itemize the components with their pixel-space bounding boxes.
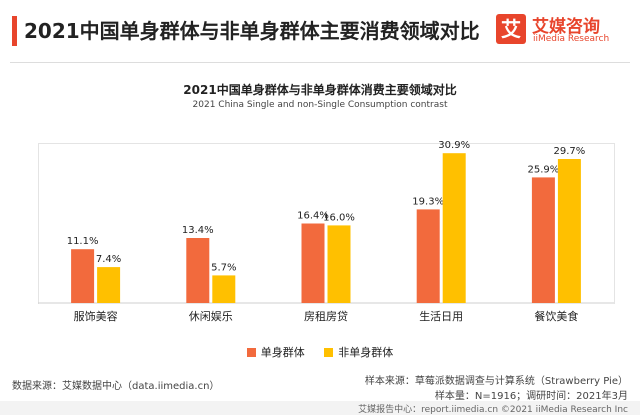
plot-frame <box>38 143 615 304</box>
bar-single-3 <box>416 209 440 303</box>
bar-single-0 <box>71 249 95 303</box>
page-footer: 艾媒报告中心：report.iimedia.cn ©2021 iiMedia R… <box>0 401 640 415</box>
data-label-single-3: 19.3% <box>412 196 444 207</box>
legend-label-single: 单身群体 <box>260 346 305 359</box>
category-label-4: 餐饮美食 <box>534 309 578 323</box>
data-label-single-0: 11.1% <box>67 236 99 247</box>
bar-non-single-1 <box>212 275 236 303</box>
brand-name-cn: 艾媒咨询 <box>532 17 600 37</box>
page-title: 2021中国单身群体与非单身群体主要消费领域对比 <box>24 19 480 43</box>
legend-swatch-non-single <box>324 348 334 357</box>
footer-credit: 艾媒报告中心：report.iimedia.cn ©2021 iiMedia R… <box>358 405 628 415</box>
category-label-0: 服饰美容 <box>74 309 118 323</box>
data-label-non-single-4: 29.7% <box>554 146 586 157</box>
category-label-3: 生活日用 <box>419 309 463 323</box>
bar-chart: 11.1% 7.4% 服饰美容 13.4% 5.7% 休闲娱乐 16.4%16.0% 房租房贷… <box>38 140 614 323</box>
category-label-1: 休闲娱乐 <box>189 309 233 323</box>
category-label-2: 房租房贷 <box>304 309 348 323</box>
bar-non-single-0 <box>97 267 121 303</box>
brand-block: 艾 艾媒咨询 iiMedia Research <box>496 10 626 50</box>
legend-label-non-single: 非单身群体 <box>338 346 394 359</box>
brand-name-en: iiMedia Research <box>533 34 610 44</box>
data-source: 数据来源：艾媒数据中心（data.iimedia.cn） <box>12 381 220 392</box>
bar-non-single-2 <box>327 225 351 303</box>
data-label-non-single-0: 7.4% <box>96 254 121 265</box>
legend-swatch-single <box>246 348 256 357</box>
legend-item-non-single: 非单身群体 <box>324 344 393 360</box>
chart-legend: 单身群体 非单身群体 <box>0 344 640 360</box>
bar-single-1 <box>186 238 210 303</box>
legend-item-single: 单身群体 <box>246 344 305 360</box>
data-label-single-2: 16.4% <box>297 211 329 222</box>
sample-source: 样本来源：草莓派数据调查与计算系统（Strawberry Pie） <box>364 376 628 387</box>
data-label-non-single-1: 5.7% <box>211 262 236 273</box>
header-divider <box>10 62 630 63</box>
brand-logo-icon: 艾 <box>496 14 526 44</box>
data-label-non-single-3: 30.9% <box>438 140 470 151</box>
sample-size: 样本量：N=1916；调研时间：2021年3月 <box>434 391 628 402</box>
bar-non-single-4 <box>557 159 581 303</box>
chart-title: 2021中国单身群体与非单身群体消费主要领域对比 <box>183 83 457 97</box>
chart-subtitle: 2021 China Single and non-Single Consump… <box>192 100 448 110</box>
bar-non-single-3 <box>442 153 466 303</box>
bar-single-4 <box>531 177 555 303</box>
data-label-single-1: 13.4% <box>182 225 214 236</box>
data-label-single-4: 25.9% <box>528 164 560 175</box>
bar-single-2 <box>301 223 325 303</box>
data-label-non-single-2: 16.0% <box>323 212 355 223</box>
title-accent-bar <box>12 16 17 46</box>
report-header: 2021中国单身群体与非单身群体主要消费领域对比 艾 艾媒咨询 iiMedia … <box>0 0 640 60</box>
